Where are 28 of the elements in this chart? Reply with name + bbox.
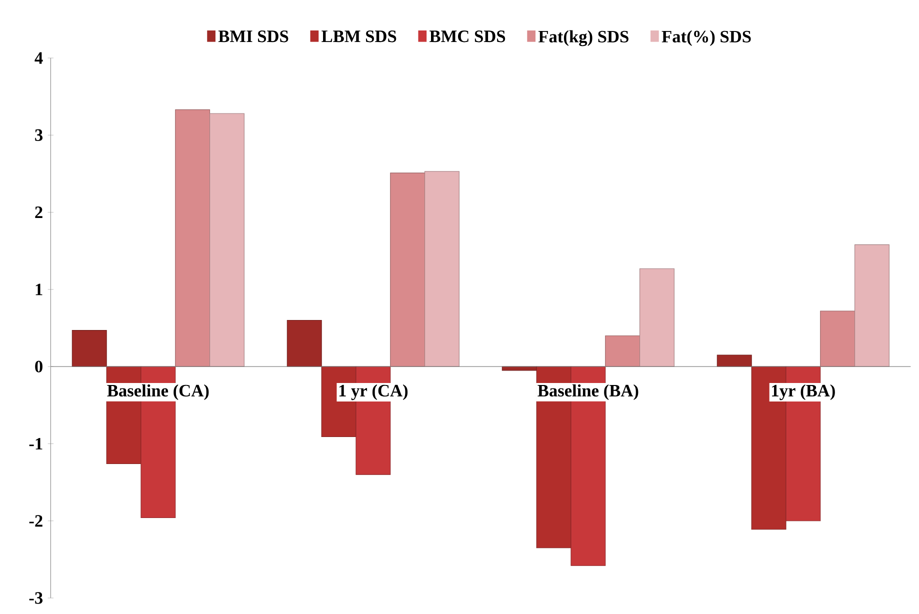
legend-label: BMI SDS [218,30,288,42]
y-tick-label: 2 [35,206,42,218]
y-tick-label: 1 [36,284,42,296]
x-tick-label: Baseline (CA) [107,384,209,400]
bar [390,172,426,367]
x-tick-label: 1yr (BA) [772,384,835,400]
y-tick-label: 4 [34,52,43,64]
legend-label: Fat(kg) SDS [538,30,628,46]
bar [716,354,752,367]
bar [72,330,107,367]
x-tick-label: Baseline (BA) [538,384,638,400]
legend-label: Fat(%) SDS [662,30,751,46]
y-tick-label: 0 [35,360,42,372]
bar [424,171,460,367]
legend-label: LBM SDS [322,30,396,42]
y-tick-label: -2 [29,515,42,527]
bar [605,335,640,367]
legend-label: BMC SDS [430,30,506,42]
bar [820,310,856,367]
bar [854,244,890,367]
x-tick-label: 1 yr (CA) [339,384,408,400]
bar [286,320,322,367]
y-tick-label: -3 [29,592,43,604]
bar [175,109,210,367]
bar [640,268,674,367]
y-tick-label: 3 [35,129,43,141]
bar [210,113,244,367]
y-tick-label: -1 [29,438,42,450]
